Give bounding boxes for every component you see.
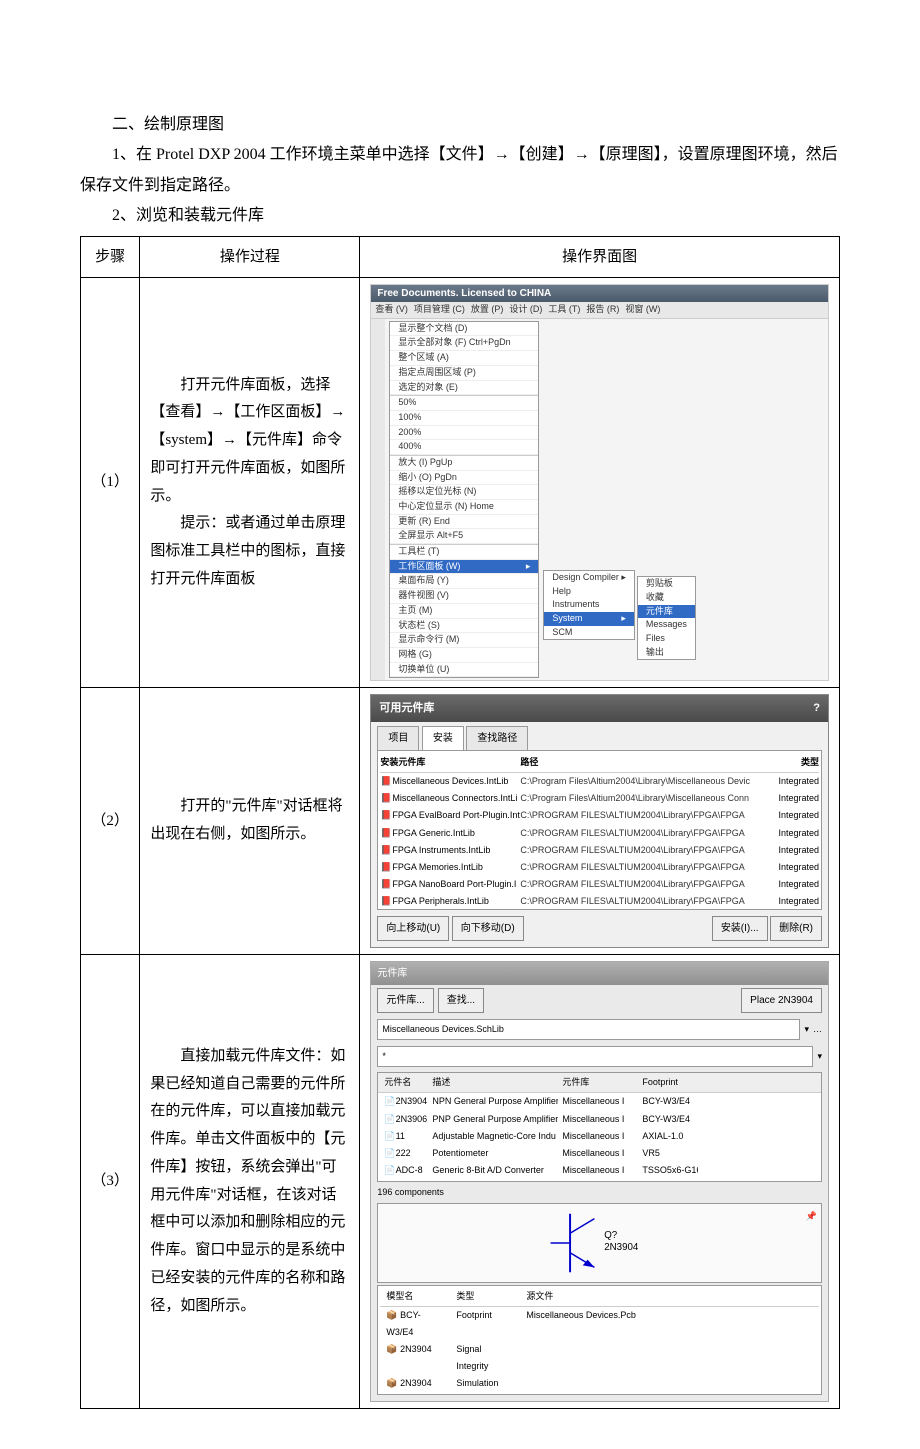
step-description: 直接加载元件库文件：如果已经知道自己需要的元件所在的元件库，可以直接加载元件库。… xyxy=(150,1043,349,1321)
window-titlebar: Free Documents. Licensed to CHINA xyxy=(371,285,828,302)
menubar[interactable]: 查看 (V)项目管理 (C)放置 (P)设计 (D)工具 (T)报告 (R)视窗… xyxy=(371,302,828,319)
available-libraries-dialog: 可用元件库 ? 项目 安装 查找路径 安装元件库 路径 类型 📕Miscella… xyxy=(370,694,829,948)
step-description: 打开元件库面板，选择【查看】→【工作区面板】→【system】→【元件库】命令即… xyxy=(150,372,349,511)
system-submenu[interactable]: 剪贴板收藏元件库MessagesFiles输出 xyxy=(637,576,696,660)
table-row: （2） 打开的"元件库"对话框将出现在右侧，如图所示。 可用元件库 ? 项目 安… xyxy=(81,688,840,955)
col-path: 路径 xyxy=(520,754,801,771)
more-icon[interactable]: … xyxy=(813,1021,822,1038)
screenshot-view-menu: Free Documents. Licensed to CHINA 查看 (V)… xyxy=(370,284,829,681)
svg-text:Q?: Q? xyxy=(605,1231,619,1242)
step-number: （3） xyxy=(81,955,140,1409)
col-model-source: 源文件 xyxy=(520,1288,819,1305)
col-library: 元件库 xyxy=(558,1074,638,1091)
step-number: （2） xyxy=(81,688,140,955)
col-model-type: 类型 xyxy=(450,1288,520,1305)
move-down-button[interactable]: 向下移动(D) xyxy=(452,916,524,941)
view-dropdown[interactable]: 显示整个文档 (D)显示全部对象 (F) Ctrl+PgDn整个区域 (A)指定… xyxy=(389,321,539,679)
tab-installed[interactable]: 安装 xyxy=(422,726,464,750)
section-heading: 二、绘制原理图 xyxy=(80,110,840,140)
col-component-name: 元件名 xyxy=(380,1074,428,1091)
col-model-name: 模型名 xyxy=(380,1288,450,1305)
pin-icon[interactable]: 📌 xyxy=(806,1208,817,1225)
libraries-panel: 元件库 元件库... 查找... Place 2N3904 Miscellane… xyxy=(370,961,829,1402)
panel-header: 元件库 xyxy=(371,962,828,985)
panels-submenu[interactable]: Design Compiler ▸HelpInstrumentsSystem▸S… xyxy=(543,570,635,640)
component-preview: Q? 2N3904 📌 xyxy=(377,1203,822,1283)
help-icon[interactable]: ? xyxy=(813,698,820,719)
step-description: 打开的"元件库"对话框将出现在右侧，如图所示。 xyxy=(150,793,349,849)
table-row: （3） 直接加载元件库文件：如果已经知道自己需要的元件所在的元件库，可以直接加载… xyxy=(81,955,840,1409)
dialog-titlebar: 可用元件库 ? xyxy=(371,695,828,722)
step-number: （1） xyxy=(81,278,140,688)
tab-project[interactable]: 项目 xyxy=(377,726,419,750)
col-name: 安装元件库 xyxy=(380,754,520,771)
col-footprint: Footprint xyxy=(638,1074,698,1091)
steps-table: 步骤 操作过程 操作界面图 （1） 打开元件库面板，选择【查看】→【工作区面板】… xyxy=(80,236,840,1409)
filter-combo[interactable]: * xyxy=(377,1046,813,1067)
th-step: 步骤 xyxy=(81,236,140,278)
col-description: 描述 xyxy=(428,1074,558,1091)
remove-button[interactable]: 删除(R) xyxy=(770,916,822,941)
table-row: （1） 打开元件库面板，选择【查看】→【工作区面板】→【system】→【元件库… xyxy=(81,278,840,688)
step-hint: 提示：或者通过单击原理图标准工具栏中的图标，直接打开元件库面板 xyxy=(150,510,349,593)
move-up-button[interactable]: 向上移动(U) xyxy=(377,916,449,941)
component-list[interactable]: 元件名 描述 元件库 Footprint 📄2N3904NPN General … xyxy=(377,1072,822,1182)
svg-text:2N3904: 2N3904 xyxy=(605,1242,640,1253)
install-button[interactable]: 安装(I)... xyxy=(712,916,768,941)
chevron-down-icon[interactable]: ▾ xyxy=(804,1021,809,1038)
paragraph-step2: 2、浏览和装载元件库 xyxy=(80,201,840,231)
find-button[interactable]: 查找... xyxy=(438,988,484,1013)
place-button[interactable]: Place 2N3904 xyxy=(741,988,822,1013)
col-type: 类型 xyxy=(801,754,819,771)
th-screenshot: 操作界面图 xyxy=(360,236,840,278)
tab-search-path[interactable]: 查找路径 xyxy=(466,726,528,750)
library-combo[interactable]: Miscellaneous Devices.SchLib xyxy=(377,1019,800,1040)
dialog-tabs[interactable]: 项目 安装 查找路径 xyxy=(371,722,828,750)
paragraph-step1: 1、在 Protel DXP 2004 工作环境主菜单中选择【文件】→【创建】→… xyxy=(80,140,840,201)
libraries-button[interactable]: 元件库... xyxy=(377,988,433,1013)
th-process: 操作过程 xyxy=(140,236,360,278)
component-count: 196 components xyxy=(371,1184,828,1201)
library-listbox[interactable]: 安装元件库 路径 类型 📕Miscellaneous Devices.IntLi… xyxy=(377,750,822,910)
chevron-down-icon[interactable]: ▾ xyxy=(817,1048,822,1065)
